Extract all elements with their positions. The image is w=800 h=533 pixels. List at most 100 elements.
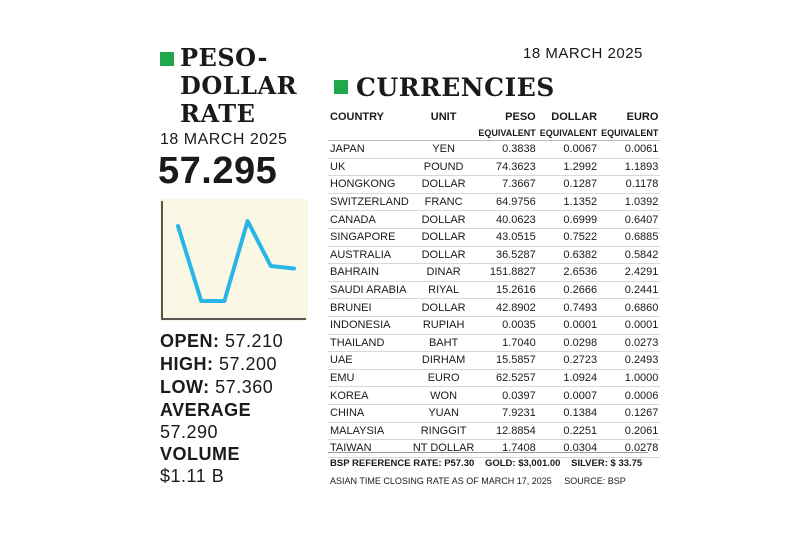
average-value: 57.290 (160, 422, 219, 442)
peso-cell: 74.3623 (476, 158, 538, 177)
sparkline-chart (160, 199, 308, 321)
table-header-row: COUNTRY UNIT PESO DOLLAR EURO (328, 108, 660, 126)
peso-cell: 7.9231 (476, 404, 538, 423)
dollar-cell: 0.1287 (537, 175, 600, 194)
peso-cell: 0.0035 (476, 316, 538, 335)
euro-cell: 2.4291 (599, 263, 661, 282)
country-cell: UAE (328, 351, 411, 370)
table-row: BAHRAIN DINAR 151.8827 2.6536 2.4291 (328, 263, 661, 282)
dollar-cell: 0.7522 (537, 228, 600, 247)
low-stat: LOW: 57.360 (160, 377, 273, 398)
table-row: CANADA DOLLAR 40.0623 0.6999 0.6407 (328, 210, 661, 229)
dollar-cell: 0.6999 (537, 210, 600, 229)
title-line: DOLLAR (180, 71, 298, 100)
peso-cell: 42.8902 (476, 298, 538, 317)
unit-cell: WON (410, 386, 477, 405)
low-label: LOW: (160, 377, 210, 397)
table-row: UK POUND 74.3623 1.2992 1.1893 (328, 158, 661, 177)
peso-date: 18 MARCH 2025 (160, 131, 288, 148)
peso-cell: 36.5287 (476, 246, 538, 265)
sparkline-svg (161, 201, 306, 320)
silver-price: SILVER: $ 33.75 (571, 458, 643, 469)
table-row: MALAYSIA RINGGIT 12.8854 0.2251 0.2061 (328, 422, 661, 441)
dollar-cell: 1.0924 (537, 369, 600, 388)
table-row: INDONESIA RUPIAH 0.0035 0.0001 0.0001 (328, 316, 661, 335)
currencies-title: CURRENCIES (356, 73, 555, 102)
currency-table: COUNTRY UNIT PESO DOLLAR EURO EQUIVALENT… (328, 108, 661, 458)
dollar-cell: 0.2251 (537, 422, 600, 441)
header-peso: PESO (505, 111, 536, 123)
country-cell: JAPAN (328, 140, 411, 159)
unit-cell: DOLLAR (410, 210, 477, 229)
euro-cell: 0.0006 (599, 386, 661, 405)
subheader-cell: EQUIVALENT (537, 126, 600, 141)
peso-cell: 43.0515 (476, 228, 538, 247)
peso-cell: 151.8827 (476, 263, 538, 282)
header-euro: EURO (626, 111, 659, 123)
dollar-cell: 0.7493 (537, 298, 600, 317)
peso-dollar-title: PESO- DOLLAR RATE (180, 44, 297, 128)
table-row: JAPAN YEN 0.3838 0.0067 0.0061 (328, 140, 661, 159)
chart-axis (161, 201, 306, 320)
country-cell: BRUNEI (328, 298, 411, 317)
dollar-cell: 1.2992 (537, 158, 600, 177)
unit-cell: RUPIAH (410, 316, 477, 335)
country-cell: AUSTRALIA (328, 246, 411, 265)
unit-cell: YEN (410, 140, 477, 159)
euro-cell: 0.0001 (599, 316, 661, 335)
sparkline-line (176, 219, 296, 303)
source-note: SOURCE: BSP (564, 476, 626, 486)
table-row: SAUDI ARABIA RIYAL 15.2616 0.2666 0.2441 (328, 281, 661, 300)
title-line: RATE (180, 99, 256, 128)
unit-cell: RIYAL (410, 281, 477, 300)
country-cell: TAIWAN (328, 439, 411, 458)
country-cell: THAILAND (328, 334, 411, 353)
table-row: KOREA WON 0.0397 0.0007 0.0006 (328, 386, 661, 405)
peso-rate: 57.295 (158, 150, 278, 192)
unit-cell: RINGGIT (410, 422, 477, 441)
dollar-cell: 1.1352 (537, 193, 600, 212)
euro-cell: 0.2061 (599, 422, 661, 441)
dollar-cell: 0.2666 (537, 281, 600, 300)
peso-cell: 0.0397 (476, 386, 538, 405)
country-cell: MALAYSIA (328, 422, 411, 441)
peso-cell: 15.5857 (476, 351, 538, 370)
euro-cell: 1.0392 (599, 193, 661, 212)
unit-cell: DINAR (410, 263, 477, 282)
table-divider (328, 452, 648, 453)
header-country: COUNTRY (330, 111, 384, 123)
dollar-cell: 2.6536 (537, 263, 600, 282)
euro-cell: 1.1893 (599, 158, 661, 177)
dollar-cell: 0.1384 (537, 404, 600, 423)
dollar-cell: 0.0304 (537, 439, 600, 458)
header-dollar: DOLLAR (551, 111, 598, 123)
country-cell: EMU (328, 369, 411, 388)
green-square-icon (160, 52, 174, 66)
unit-cell: DOLLAR (410, 228, 477, 247)
table-subheader-row: EQUIVALENT EQUIVALENT EQUIVALENT (328, 126, 661, 141)
country-cell: SWITZERLAND (328, 193, 411, 212)
table-row: SINGAPORE DOLLAR 43.0515 0.7522 0.6885 (328, 228, 661, 247)
unit-cell: DIRHAM (410, 351, 477, 370)
closing-rate-note: ASIAN TIME CLOSING RATE AS OF MARCH 17, … (330, 476, 552, 486)
table-row: AUSTRALIA DOLLAR 36.5287 0.6382 0.5842 (328, 246, 661, 265)
peso-cell: 64.9756 (476, 193, 538, 212)
open-value: 57.210 (225, 331, 284, 351)
euro-cell: 0.1178 (599, 175, 661, 194)
euro-cell: 0.2493 (599, 351, 661, 370)
country-cell: KOREA (328, 386, 411, 405)
country-cell: INDONESIA (328, 316, 411, 335)
table-row: CHINA YUAN 7.9231 0.1384 0.1267 (328, 404, 661, 423)
euro-cell: 0.0273 (599, 334, 661, 353)
green-square-icon (334, 80, 348, 94)
country-cell: SAUDI ARABIA (328, 281, 411, 300)
subheader-cell: EQUIVALENT (476, 126, 538, 141)
table-row: UAE DIRHAM 15.5857 0.2723 0.2493 (328, 351, 661, 370)
euro-cell: 0.1267 (599, 404, 661, 423)
gold-price: GOLD: $3,001.00 (484, 458, 561, 469)
peso-cell: 12.8854 (476, 422, 538, 441)
dollar-cell: 0.0298 (537, 334, 600, 353)
reference-line: BSP REFERENCE RATE: P57.30 GOLD: $3,001.… (330, 458, 650, 469)
volume-label: VOLUME (160, 444, 241, 464)
peso-cell: 62.5257 (476, 369, 538, 388)
